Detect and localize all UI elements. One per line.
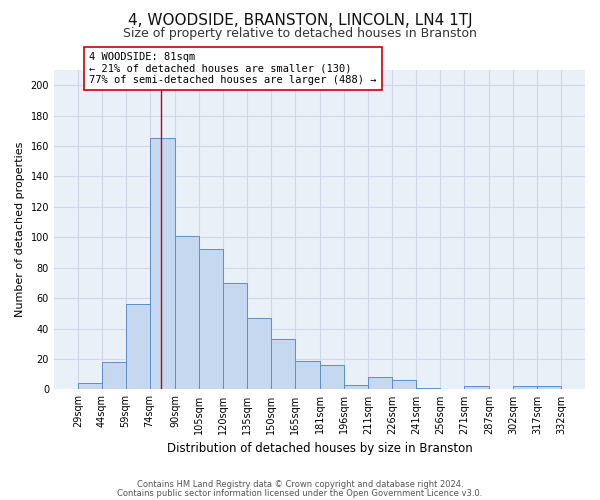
Text: 4 WOODSIDE: 81sqm
← 21% of detached houses are smaller (130)
77% of semi-detache: 4 WOODSIDE: 81sqm ← 21% of detached hous… xyxy=(89,52,377,85)
Bar xyxy=(537,386,561,390)
Bar xyxy=(271,339,295,390)
Bar xyxy=(392,380,416,390)
Bar xyxy=(149,138,175,390)
Bar xyxy=(199,250,223,390)
Bar xyxy=(513,386,537,390)
Bar xyxy=(175,236,199,390)
Bar xyxy=(344,385,368,390)
Bar xyxy=(464,386,490,390)
Text: Contains public sector information licensed under the Open Government Licence v3: Contains public sector information licen… xyxy=(118,488,482,498)
Bar xyxy=(78,384,102,390)
Bar xyxy=(247,318,271,390)
Bar xyxy=(102,362,125,390)
Bar xyxy=(223,283,247,390)
Bar xyxy=(320,365,344,390)
Text: Contains HM Land Registry data © Crown copyright and database right 2024.: Contains HM Land Registry data © Crown c… xyxy=(137,480,463,489)
Text: 4, WOODSIDE, BRANSTON, LINCOLN, LN4 1TJ: 4, WOODSIDE, BRANSTON, LINCOLN, LN4 1TJ xyxy=(128,12,472,28)
Text: Size of property relative to detached houses in Branston: Size of property relative to detached ho… xyxy=(123,28,477,40)
Bar xyxy=(368,378,392,390)
Bar xyxy=(125,304,149,390)
Bar xyxy=(295,360,320,390)
Bar xyxy=(416,388,440,390)
Y-axis label: Number of detached properties: Number of detached properties xyxy=(15,142,25,318)
X-axis label: Distribution of detached houses by size in Branston: Distribution of detached houses by size … xyxy=(167,442,472,455)
